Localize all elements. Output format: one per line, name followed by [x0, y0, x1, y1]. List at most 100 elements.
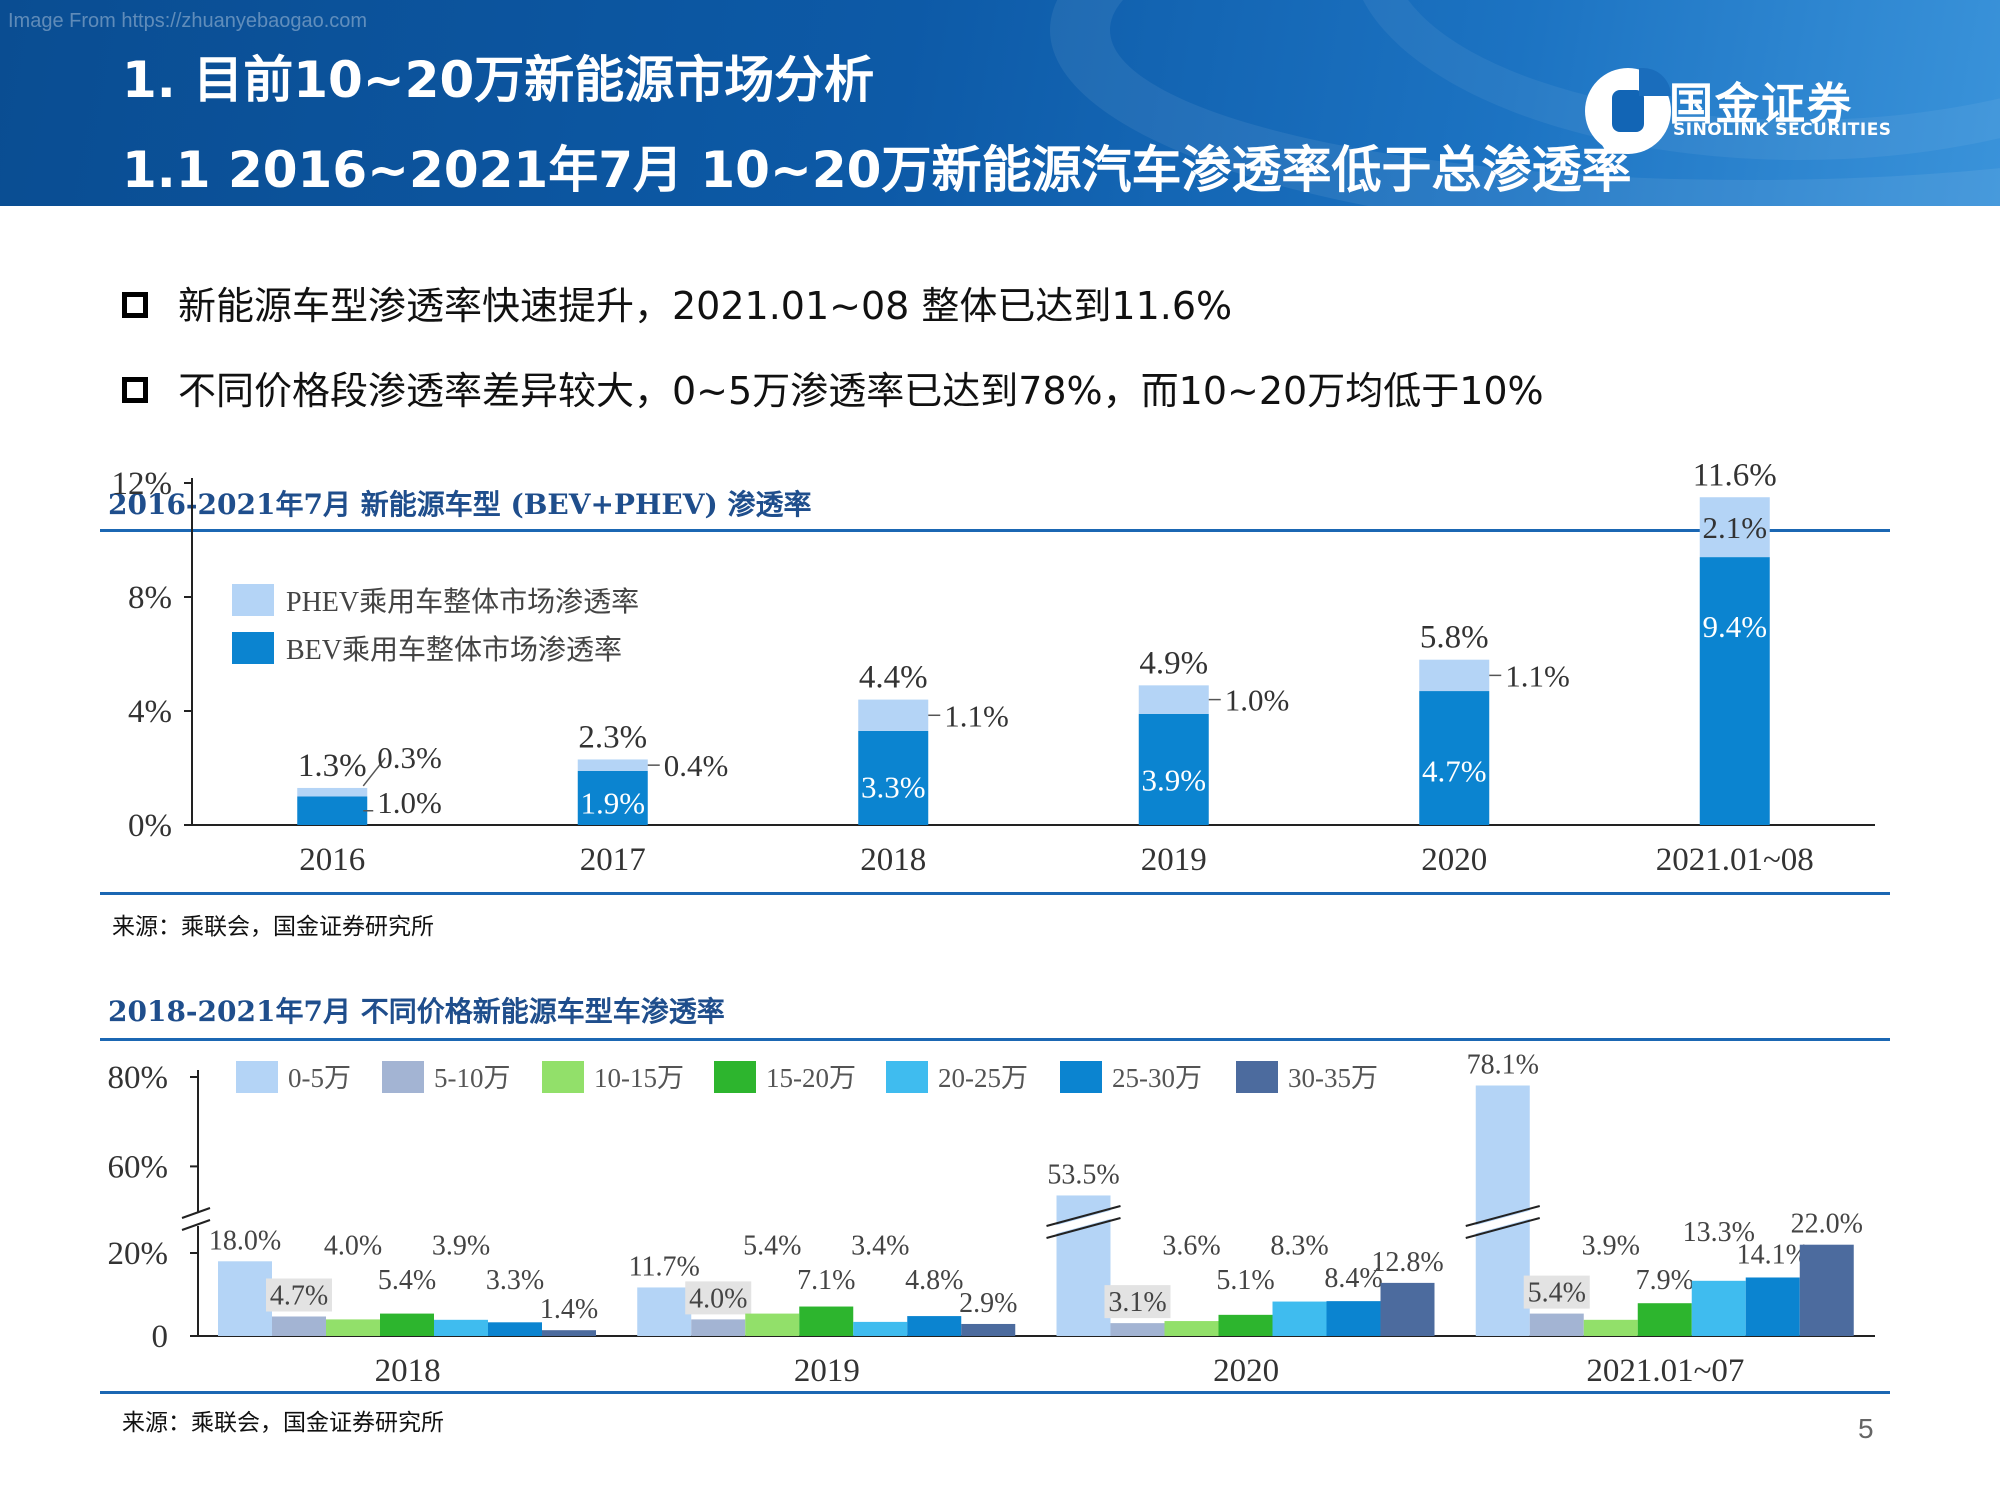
x-tick-label: 2021.01~08: [1656, 842, 1814, 878]
price-bar: [691, 1319, 746, 1336]
axis-break-mark: [181, 1207, 211, 1219]
total-label: 4.9%: [1139, 645, 1208, 681]
legend-label: 0-5万: [288, 1063, 351, 1093]
price-bar: [745, 1313, 800, 1336]
bar-break-gap: [1464, 1208, 1541, 1236]
price-bar: [1110, 1323, 1165, 1336]
divider: [100, 892, 1890, 895]
divider: [100, 1391, 1890, 1394]
legend-swatch: [236, 1061, 278, 1093]
legend-label: PHEV乘用车整体市场渗透率: [286, 586, 639, 618]
phev-bar: [1138, 685, 1209, 714]
bev-bar: [1699, 557, 1770, 825]
phev-label: 0.4%: [664, 748, 729, 783]
leader-line: [362, 757, 386, 787]
x-tick-label: 2021.01~07: [1586, 1353, 1744, 1389]
value-label: 3.3%: [486, 1265, 544, 1296]
y-tick-label: 80%: [108, 1060, 169, 1096]
chart1-title: 2016-2021年7月 新能源车型 (BEV+PHEV) 渗透率: [108, 488, 812, 521]
y-tick-label: 0: [152, 1319, 169, 1355]
watermark: Image From https://zhuanyebaogao.com: [8, 10, 368, 32]
x-tick-label: 2018: [375, 1353, 441, 1389]
price-bar: [1529, 1313, 1584, 1336]
x-tick-label: 2020: [1421, 842, 1487, 878]
legend-swatch: [1060, 1061, 1102, 1093]
legend-swatch: [1236, 1061, 1278, 1093]
bev-bar: [577, 770, 648, 825]
price-bar: [326, 1319, 380, 1336]
value-label: 8.3%: [1270, 1231, 1328, 1262]
legend-label: 15-20万: [766, 1063, 856, 1093]
page-number: 5: [1858, 1413, 1874, 1444]
value-label: 7.9%: [1636, 1265, 1694, 1296]
legend-label: 20-25万: [938, 1063, 1028, 1093]
value-label-bg: [1104, 1285, 1171, 1319]
price-bar: [488, 1322, 542, 1336]
bev-label: 4.7%: [1422, 753, 1487, 788]
chart1-source: 来源：乘联会，国金证券研究所: [112, 914, 434, 940]
divider: [100, 1038, 1890, 1041]
header-banner: Image From https://zhuanyebaogao.com 1. …: [0, 0, 2000, 206]
price-bar: [1583, 1319, 1638, 1336]
value-label: 5.1%: [1216, 1265, 1274, 1296]
legend-swatch: [542, 1061, 584, 1093]
total-label: 11.6%: [1693, 457, 1777, 493]
bev-bar: [1419, 691, 1490, 825]
price-bar: [1218, 1314, 1273, 1336]
price-bar: [961, 1323, 1016, 1336]
price-bar: [1272, 1301, 1327, 1336]
legend-label: 10-15万: [594, 1063, 684, 1093]
page-subtitle: 1.1 2016~2021年7月 10~20万新能源汽车渗透率低于总渗透率: [122, 141, 1632, 199]
y-tick-label: 0%: [128, 808, 172, 844]
bullet-text: 新能源车型渗透率快速提升，2021.01~08 整体已达到11.6%: [178, 284, 1233, 328]
bev-label: 1.0%: [377, 785, 442, 820]
price-bar: [1380, 1282, 1435, 1336]
value-label: 4.0%: [689, 1283, 747, 1314]
x-tick-label: 2019: [794, 1353, 860, 1389]
legend-swatch: [232, 632, 274, 664]
price-bar: [380, 1313, 434, 1336]
y-tick-label: 12%: [112, 466, 173, 502]
bev-bar: [1138, 713, 1209, 825]
page-title: 1. 目前10~20万新能源市场分析: [122, 51, 875, 109]
axis-break-mark: [181, 1219, 211, 1231]
bullet-text: 不同价格段渗透率差异较大，0~5万渗透率已达到78%，而10~20万均低于10%: [178, 369, 1544, 413]
bev-bar: [858, 730, 929, 825]
price-bar: [853, 1321, 908, 1336]
bar-break-mark: [1046, 1217, 1121, 1239]
value-label: 4.0%: [324, 1231, 382, 1262]
y-tick-label: 8%: [128, 580, 172, 616]
value-label-bg: [1523, 1275, 1590, 1309]
phev-label: 1.1%: [1505, 658, 1570, 693]
value-label: 53.5%: [1047, 1159, 1119, 1190]
bar-break-mark: [1465, 1217, 1541, 1239]
bar-break-mark: [1465, 1205, 1541, 1227]
logo-mark-icon: [1585, 68, 1671, 154]
price-bar: [1637, 1303, 1692, 1336]
bar-break-gap: [1045, 1208, 1122, 1236]
chart2-source: 来源：乘联会，国金证券研究所: [122, 1410, 444, 1436]
value-label: 13.3%: [1683, 1217, 1755, 1248]
value-label: 78.1%: [1467, 1049, 1539, 1080]
price-bar: [1799, 1244, 1854, 1336]
legend-label: BEV乘用车整体市场渗透率: [286, 634, 622, 666]
bullet-point: 新能源车型渗透率快速提升，2021.01~08 整体已达到11.6%: [122, 275, 1233, 328]
bev-label: 3.3%: [861, 769, 926, 804]
value-label: 22.0%: [1791, 1209, 1863, 1240]
square-bullet-icon: [122, 291, 148, 318]
chart2-title: 2018-2021年7月 不同价格新能源车型车渗透率: [108, 995, 725, 1028]
bev-bar: [297, 796, 368, 825]
phev-label: 0.3%: [377, 740, 442, 775]
bar-break-mark: [1046, 1205, 1121, 1227]
value-label: 4.7%: [270, 1280, 328, 1311]
value-label: 3.4%: [851, 1231, 909, 1262]
price-bar: [799, 1306, 854, 1336]
total-label: 2.3%: [578, 719, 647, 755]
price-bar: [1164, 1321, 1219, 1336]
x-tick-label: 2016: [299, 842, 365, 878]
value-label: 5.4%: [378, 1265, 436, 1296]
y-tick-label: 4%: [128, 694, 172, 730]
value-label-bg: [266, 1278, 332, 1312]
bev-label: 1.9%: [580, 785, 645, 820]
price-bar: [218, 1261, 272, 1336]
